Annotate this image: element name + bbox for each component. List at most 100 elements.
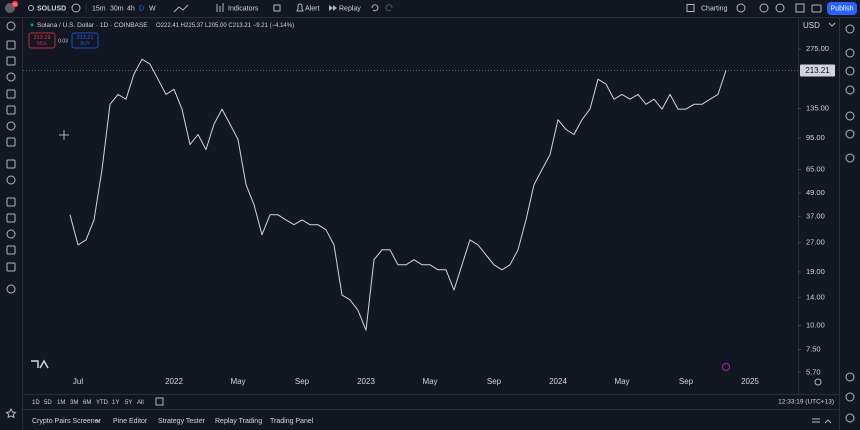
tab-menu[interactable] bbox=[95, 419, 101, 423]
panel-tab[interactable]: Replay Trading bbox=[215, 418, 262, 425]
interval-button[interactable]: D bbox=[139, 5, 144, 12]
currency: USD bbox=[803, 21, 820, 30]
tool-icon[interactable] bbox=[6, 197, 16, 207]
range-button[interactable]: All bbox=[137, 400, 144, 406]
chart-type-icon[interactable] bbox=[173, 4, 189, 13]
redo[interactable] bbox=[385, 4, 393, 12]
widget-icon[interactable] bbox=[845, 48, 855, 58]
spread: 0.03 bbox=[58, 38, 68, 44]
y-tick-label: 95.00 bbox=[806, 133, 825, 142]
top-bar bbox=[0, 0, 860, 17]
panel-tab[interactable]: Pine Editor bbox=[113, 418, 148, 425]
quick-search[interactable] bbox=[759, 3, 769, 13]
x-tick-label: May bbox=[422, 377, 437, 386]
range-bar: 1D 5D 1M 3M 6M YTD 1Y 5Y All bbox=[32, 400, 144, 406]
tool-icon[interactable] bbox=[6, 159, 16, 169]
event-marker[interactable] bbox=[722, 363, 730, 371]
templates-icon[interactable] bbox=[273, 4, 281, 12]
add-symbol[interactable] bbox=[71, 3, 81, 13]
widget-icon[interactable] bbox=[845, 111, 855, 121]
y-tick-label: 27.00 bbox=[806, 238, 825, 247]
buy-price: 213.21 bbox=[77, 35, 94, 41]
tool-icon[interactable] bbox=[6, 21, 16, 31]
range-button[interactable]: 1D bbox=[32, 400, 40, 406]
y-tick-label: 10.00 bbox=[806, 320, 825, 329]
y-tick-label: 19.00 bbox=[806, 267, 825, 276]
range-button[interactable]: 1Y bbox=[112, 400, 119, 406]
alert-button[interactable]: Alert bbox=[305, 5, 319, 12]
tool-icon[interactable] bbox=[6, 56, 16, 66]
widget-icon[interactable] bbox=[845, 392, 855, 402]
sell-label: SELL bbox=[36, 41, 48, 46]
interval-button[interactable]: W bbox=[149, 5, 156, 12]
tool-icon[interactable] bbox=[6, 72, 16, 82]
date-range-icon[interactable] bbox=[155, 397, 164, 406]
axis-settings[interactable] bbox=[814, 378, 822, 386]
y-tick-label: 7.50 bbox=[806, 344, 821, 353]
undo[interactable] bbox=[371, 4, 379, 12]
widget-icon[interactable] bbox=[845, 153, 855, 163]
y-tick-label: 275.00 bbox=[806, 44, 829, 53]
tool-icon[interactable] bbox=[6, 89, 16, 99]
panel-toggle[interactable] bbox=[812, 418, 820, 423]
x-tick-label: May bbox=[230, 377, 245, 386]
layout-name[interactable]: Charting bbox=[701, 5, 728, 12]
widget-icon[interactable] bbox=[845, 85, 855, 95]
widget-icon[interactable] bbox=[845, 129, 855, 139]
range-button[interactable]: YTD bbox=[96, 400, 109, 406]
widget-icon[interactable] bbox=[845, 413, 855, 423]
price-chart: 5.70 7.50 10.00 14.00 19.00 27.00 37.00 49.00 65… bbox=[23, 44, 835, 386]
widget-icon[interactable] bbox=[845, 24, 855, 34]
interval-button[interactable]: 30m bbox=[110, 5, 124, 12]
x-tick-label: 2022 bbox=[165, 377, 183, 386]
tool-icon[interactable] bbox=[6, 245, 16, 255]
panel-tab[interactable]: Crypto Pairs Screener bbox=[32, 418, 102, 425]
tool-icon[interactable] bbox=[6, 40, 16, 50]
interval-button[interactable]: 4h bbox=[127, 5, 135, 12]
x-tick-label: 2024 bbox=[549, 377, 567, 386]
publish-button[interactable]: Publish bbox=[831, 6, 854, 13]
tool-icon[interactable] bbox=[6, 262, 16, 272]
replay-button[interactable]: Replay bbox=[339, 5, 361, 12]
ohlc: O222.41 H225.37 L205.00 C213.21 −9.21 (−… bbox=[156, 23, 294, 29]
tool-icon[interactable] bbox=[6, 284, 16, 294]
search-icon bbox=[28, 5, 34, 11]
favorites[interactable] bbox=[5, 407, 17, 419]
layout-icon bbox=[686, 4, 695, 12]
clock: 12:33:19 (UTC+13) bbox=[778, 399, 834, 406]
publish-bg[interactable] bbox=[827, 2, 857, 15]
currency-menu[interactable] bbox=[828, 22, 836, 27]
y-tick-label: 135.00 bbox=[806, 104, 829, 113]
tool-icon[interactable] bbox=[6, 229, 16, 239]
interval-button[interactable]: 15m bbox=[92, 5, 106, 12]
tool-icon[interactable] bbox=[6, 175, 16, 185]
fullscreen[interactable] bbox=[795, 3, 805, 13]
widget-icon[interactable] bbox=[845, 66, 855, 76]
range-button[interactable]: 1M bbox=[57, 400, 65, 406]
alert-icon bbox=[296, 3, 304, 12]
last-price-box bbox=[800, 64, 835, 77]
widget-icon[interactable] bbox=[845, 372, 855, 382]
y-tick-label: 5.70 bbox=[806, 367, 821, 376]
tool-icon[interactable] bbox=[6, 105, 16, 115]
range-button[interactable]: 3M bbox=[70, 400, 78, 406]
tool-icon[interactable] bbox=[6, 213, 16, 223]
range-button[interactable]: 5D bbox=[44, 400, 52, 406]
symbol[interactable]: SOLUSD bbox=[37, 5, 66, 12]
snapshot[interactable] bbox=[811, 4, 822, 13]
panel-maximize[interactable] bbox=[824, 419, 832, 424]
settings[interactable] bbox=[775, 3, 785, 13]
indicators-button[interactable]: Indicators bbox=[228, 5, 259, 12]
badge bbox=[11, 0, 19, 8]
tool-icon[interactable] bbox=[6, 137, 16, 147]
panel-tab[interactable]: Strategy Tester bbox=[158, 418, 206, 425]
range-button[interactable]: 5Y bbox=[125, 400, 132, 406]
sell-button[interactable] bbox=[28, 32, 56, 49]
tool-icon[interactable] bbox=[6, 121, 16, 131]
layout-menu[interactable] bbox=[736, 3, 746, 13]
range-button[interactable]: 6M bbox=[83, 400, 91, 406]
buy-button[interactable] bbox=[71, 32, 99, 49]
panel-tab[interactable]: Trading Panel bbox=[270, 418, 314, 425]
